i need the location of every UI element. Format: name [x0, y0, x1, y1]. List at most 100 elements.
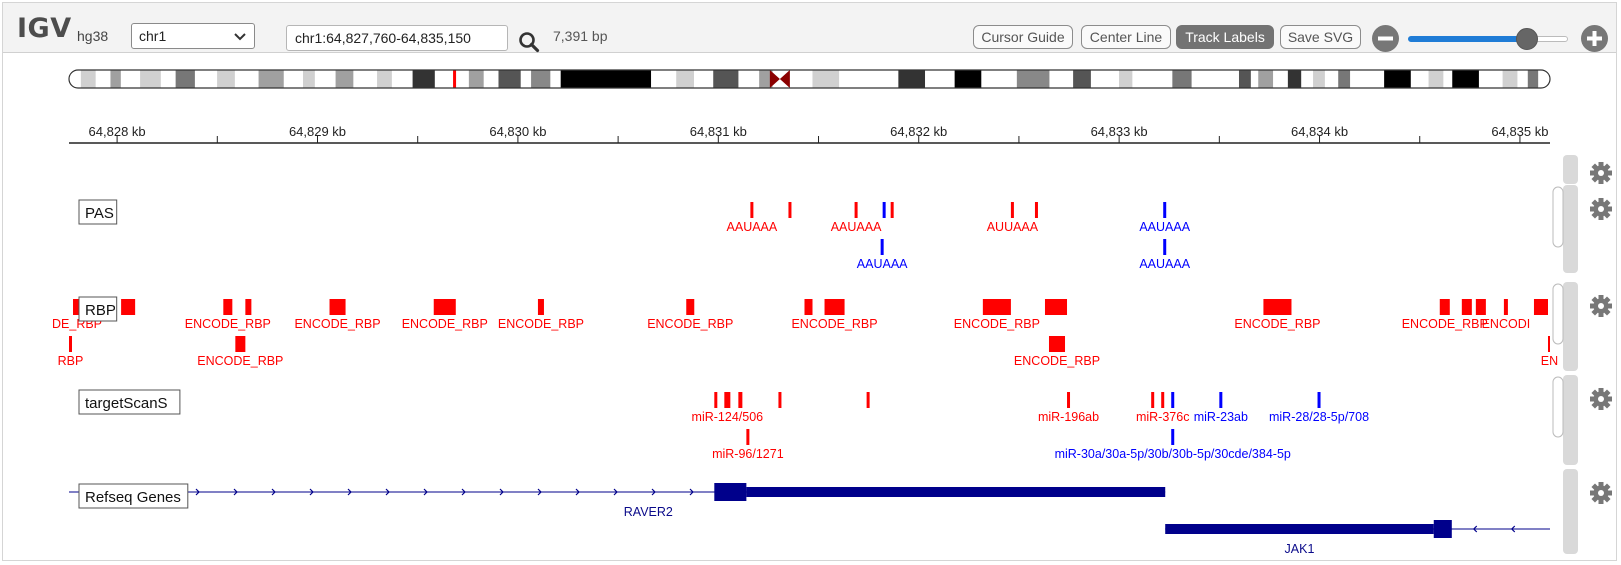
zoom-out-icon[interactable]: [1371, 24, 1400, 53]
zoom-slider[interactable]: [1408, 28, 1568, 50]
cytoband: [1527, 70, 1539, 88]
feature-mark[interactable]: [1475, 299, 1486, 315]
feature-mark[interactable]: [1533, 299, 1548, 315]
feature-mark[interactable]: [537, 299, 544, 315]
feature-mark[interactable]: [714, 392, 718, 408]
gear-icon[interactable]: [1590, 162, 1612, 184]
feature-mark[interactable]: [73, 299, 82, 315]
feature-mark[interactable]: [982, 299, 1011, 315]
feature-mark[interactable]: [69, 336, 72, 352]
ruler-tick-label: 64,833 kb: [1091, 124, 1148, 139]
feature-mark[interactable]: [1171, 392, 1175, 408]
feature-mark[interactable]: [245, 299, 252, 315]
feature-mark[interactable]: [778, 392, 782, 408]
feature-mark[interactable]: [804, 299, 813, 315]
track-labels-button[interactable]: Track Labels: [1176, 25, 1274, 49]
feature-mark[interactable]: [866, 392, 870, 408]
gear-tooth: [1598, 388, 1604, 394]
track-name-label[interactable]: PAS: [78, 199, 118, 225]
feature-mark[interactable]: [882, 202, 886, 218]
feature-mark[interactable]: [738, 392, 743, 408]
igv-logo: IGV: [17, 13, 72, 44]
feature-label: AAUAAA: [831, 220, 882, 234]
gear-tooth: [1598, 311, 1604, 317]
feature-mark[interactable]: [854, 202, 858, 218]
feature-mark[interactable]: [1010, 202, 1014, 218]
feature-mark[interactable]: [329, 299, 346, 315]
cytoband: [1428, 70, 1444, 88]
feature-mark[interactable]: [750, 202, 754, 218]
save-svg-button[interactable]: Save SVG: [1280, 25, 1361, 49]
feature-mark[interactable]: [1439, 299, 1450, 315]
feature-mark[interactable]: [724, 392, 731, 408]
feature-mark[interactable]: [788, 202, 792, 218]
gear-hole: [1598, 490, 1604, 496]
gear-tooth: [1598, 162, 1604, 168]
cytoband: [1502, 70, 1518, 88]
track-scrollbar[interactable]: [1552, 186, 1564, 248]
feature-mark[interactable]: [1503, 299, 1508, 315]
locus-search-input[interactable]: [286, 25, 508, 51]
feature-mark[interactable]: [686, 299, 695, 315]
feature-mark[interactable]: [1461, 299, 1472, 315]
gear-icon[interactable]: [1590, 295, 1612, 317]
feature-mark[interactable]: [890, 202, 894, 218]
feature-mark[interactable]: [1171, 429, 1175, 445]
cytoband: [302, 70, 315, 88]
ruler-tick-label: 64,830 kb: [489, 124, 546, 139]
feature-mark[interactable]: [1163, 202, 1167, 218]
track-name-label[interactable]: targetScanS: [78, 389, 181, 415]
feature-mark[interactable]: [1034, 202, 1038, 218]
track-scrollbar[interactable]: [1552, 376, 1564, 438]
zoom-slider-fill: [1408, 36, 1527, 42]
track-name-text: RBP: [85, 302, 116, 319]
chromosome-ideogram[interactable]: [68, 69, 1551, 89]
track-scrollbar[interactable]: [1552, 283, 1564, 345]
feature-mark[interactable]: [433, 299, 456, 315]
track-name-label[interactable]: RBP: [78, 296, 118, 322]
feature-mark[interactable]: [1163, 239, 1167, 255]
cytoband: [954, 70, 982, 88]
ruler-tick-label: 64,835 kb: [1491, 124, 1548, 139]
feature-mark[interactable]: [1219, 392, 1223, 408]
chevron-down-icon: [234, 33, 246, 41]
gear-icon[interactable]: [1590, 482, 1612, 504]
feature-mark[interactable]: [1547, 336, 1550, 352]
feature-mark[interactable]: [746, 429, 750, 445]
gear-tooth: [1598, 498, 1604, 504]
zoom-in-icon[interactable]: [1580, 24, 1609, 53]
gear-icon[interactable]: [1590, 198, 1612, 220]
feature-mark[interactable]: [824, 299, 845, 315]
feature-mark[interactable]: [880, 239, 884, 255]
strand-arrow: [575, 488, 580, 496]
zoom-slider-thumb[interactable]: [1516, 28, 1539, 50]
center-line-button[interactable]: Center Line: [1081, 25, 1171, 49]
track-name-label[interactable]: Refseq Genes: [78, 483, 189, 509]
track-rbp: DE_RBP ENCODE_RBP ENCODE_RBP ENCODE_RBP ENCO…: [52, 296, 1558, 368]
feature-mark[interactable]: [121, 299, 136, 315]
search-icon[interactable]: [518, 31, 540, 53]
feature-mark[interactable]: [223, 299, 233, 315]
feature-mark[interactable]: [1067, 392, 1071, 408]
feature-mark[interactable]: [1044, 299, 1068, 315]
feature-mark[interactable]: [1048, 336, 1066, 352]
feature-label: AAUAAA: [727, 220, 778, 234]
gene-jak1[interactable]: JAK1: [1165, 520, 1550, 556]
feature-label: ENCODE_RBP: [647, 317, 733, 331]
cursor-guide-button[interactable]: Cursor Guide: [973, 25, 1073, 49]
ideogram-bands: [69, 70, 1550, 88]
genome-label[interactable]: hg38: [77, 28, 109, 44]
feature-mark[interactable]: [1151, 392, 1155, 408]
gear-icon[interactable]: [1590, 388, 1612, 410]
chromosome-select[interactable]: chr1: [131, 23, 255, 49]
feature-mark[interactable]: [1317, 392, 1321, 408]
feature-mark[interactable]: [1263, 299, 1292, 315]
cytoband: [80, 70, 96, 88]
gene-raver2[interactable]: RAVER2: [69, 483, 1166, 519]
feature-mark[interactable]: [1161, 392, 1165, 408]
feature-label: miR-196ab: [1038, 410, 1099, 424]
strand-arrow: [499, 488, 504, 496]
feature-mark[interactable]: [235, 336, 246, 352]
feature-label: ENCODE_RBP: [1234, 317, 1320, 331]
